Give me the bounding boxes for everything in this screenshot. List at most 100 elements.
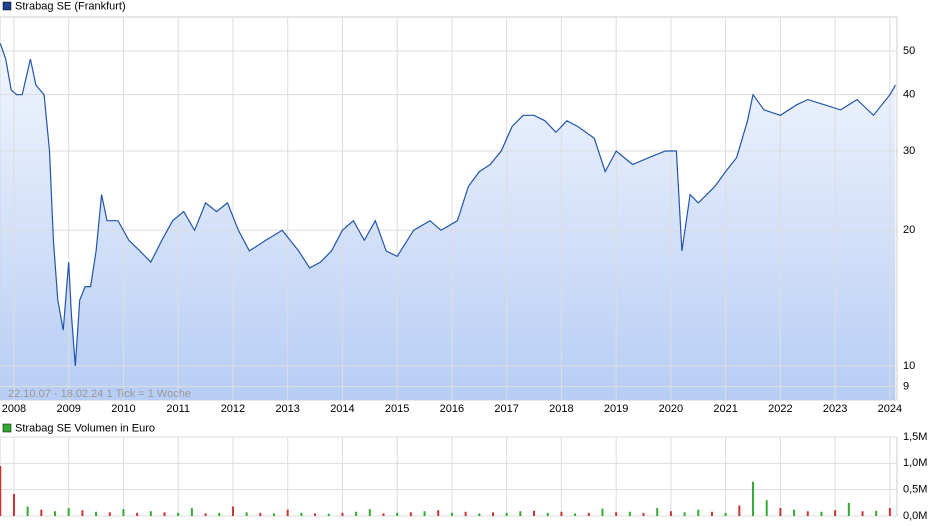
x-tick-label: 2011 (166, 403, 190, 415)
volume-bar (615, 512, 618, 516)
volume-bar (491, 512, 494, 516)
volume-bar (847, 502, 850, 516)
volume-bar (314, 513, 317, 516)
y-tick-label: 50 (903, 45, 915, 57)
volume-bar (642, 512, 645, 516)
volume-bar (861, 511, 864, 516)
x-tick-label: 2015 (385, 403, 409, 415)
volume-bar (108, 512, 111, 516)
volume-bar (204, 513, 207, 516)
volume-bar (587, 512, 590, 516)
y-tick-label: 0,5M (903, 484, 927, 496)
y-tick-label: 10 (903, 360, 915, 372)
x-tick-label: 2016 (440, 403, 464, 415)
y-tick-label: 1,5M (903, 431, 927, 443)
volume-bar (888, 508, 891, 516)
x-tick-label: 2019 (604, 403, 628, 415)
plot-frame (0, 436, 898, 517)
volume-bar (177, 512, 180, 516)
volume-bar (272, 513, 275, 516)
legend-swatch (2, 1, 12, 11)
volume-bar (533, 510, 536, 516)
y-tick-label: 1,0M (903, 457, 927, 469)
volume-bar (546, 512, 549, 516)
legend-swatch (2, 423, 12, 433)
volume-bar (697, 509, 700, 516)
volume-bar (245, 512, 248, 516)
x-tick-label: 2024 (878, 403, 902, 415)
volume-bar (519, 511, 522, 516)
volume-bar (95, 511, 98, 516)
volume-bar (779, 508, 782, 516)
volume-bar (341, 512, 344, 516)
volume-bar (136, 512, 139, 516)
volume-bar (875, 510, 878, 516)
volume-bar (574, 513, 577, 516)
volume-bar (122, 509, 125, 516)
x-tick-label: 2022 (768, 403, 792, 415)
volume-bar (710, 511, 713, 516)
x-tick-label: 2009 (56, 403, 80, 415)
volume-bar (437, 510, 440, 516)
volume-bar (752, 481, 755, 516)
annotation: 22.10.07 - 18.02.24 1 Tick = 1 Woche (8, 388, 191, 400)
y-tick-label: 40 (903, 89, 915, 101)
volume-bar (355, 511, 358, 516)
volume-bar (40, 509, 43, 516)
volume-bar (669, 511, 672, 516)
x-tick-label: 2010 (111, 403, 135, 415)
volume-bar (724, 512, 727, 516)
volume-bar (259, 512, 262, 516)
volume-bar (190, 508, 193, 516)
x-tick-label: 2008 (2, 403, 26, 415)
volume-bar (738, 505, 741, 516)
volume-bar (423, 511, 426, 516)
x-tick-label: 2014 (330, 403, 354, 415)
x-tick-label: 2013 (275, 403, 299, 415)
volume-bar (628, 511, 631, 516)
volume-bar (478, 513, 481, 516)
x-tick-label: 2021 (713, 403, 737, 415)
area (0, 43, 896, 401)
volume-bar (450, 512, 453, 516)
volume-bar (601, 508, 604, 516)
volume-bar (218, 512, 221, 516)
x-tick-label: 2020 (659, 403, 683, 415)
volume-bar (409, 512, 412, 516)
volume-bar (368, 509, 371, 516)
x-tick-label: 2017 (494, 403, 518, 415)
volume-bar (834, 510, 837, 516)
volume-bar (12, 493, 15, 516)
volume-bar (231, 506, 234, 516)
volume-bar (656, 508, 659, 516)
volume-bar (820, 511, 823, 516)
x-tick-label: 2018 (549, 403, 573, 415)
volume-bar (464, 511, 467, 516)
legend-label: Strabag SE (Frankfurt) (15, 0, 126, 12)
volume-bar (67, 508, 70, 516)
volume-bar (327, 513, 330, 516)
legend-label: Strabag SE Volumen in Euro (15, 422, 155, 434)
y-tick-label: 30 (903, 145, 915, 157)
volume-bar (560, 511, 563, 516)
y-tick-label: 20 (903, 224, 915, 236)
volume-bar (505, 512, 508, 516)
y-tick-label: 9 (903, 380, 909, 392)
volume-bar (54, 511, 57, 516)
volume-bar (793, 509, 796, 516)
volume-bar (163, 512, 166, 516)
volume-bar (765, 500, 768, 516)
volume-bar (683, 512, 686, 516)
y-tick-label: 0,0M (903, 510, 927, 522)
volume-bar (149, 511, 152, 516)
x-tick-label: 2012 (221, 403, 245, 415)
volume-bar (0, 465, 2, 516)
volume-bar (382, 513, 385, 516)
volume-bar (81, 510, 84, 516)
x-tick-label: 2023 (823, 403, 847, 415)
price-line (0, 43, 896, 366)
volume-bar (26, 506, 29, 516)
volume-bar (300, 512, 303, 516)
volume-bar (396, 512, 399, 516)
